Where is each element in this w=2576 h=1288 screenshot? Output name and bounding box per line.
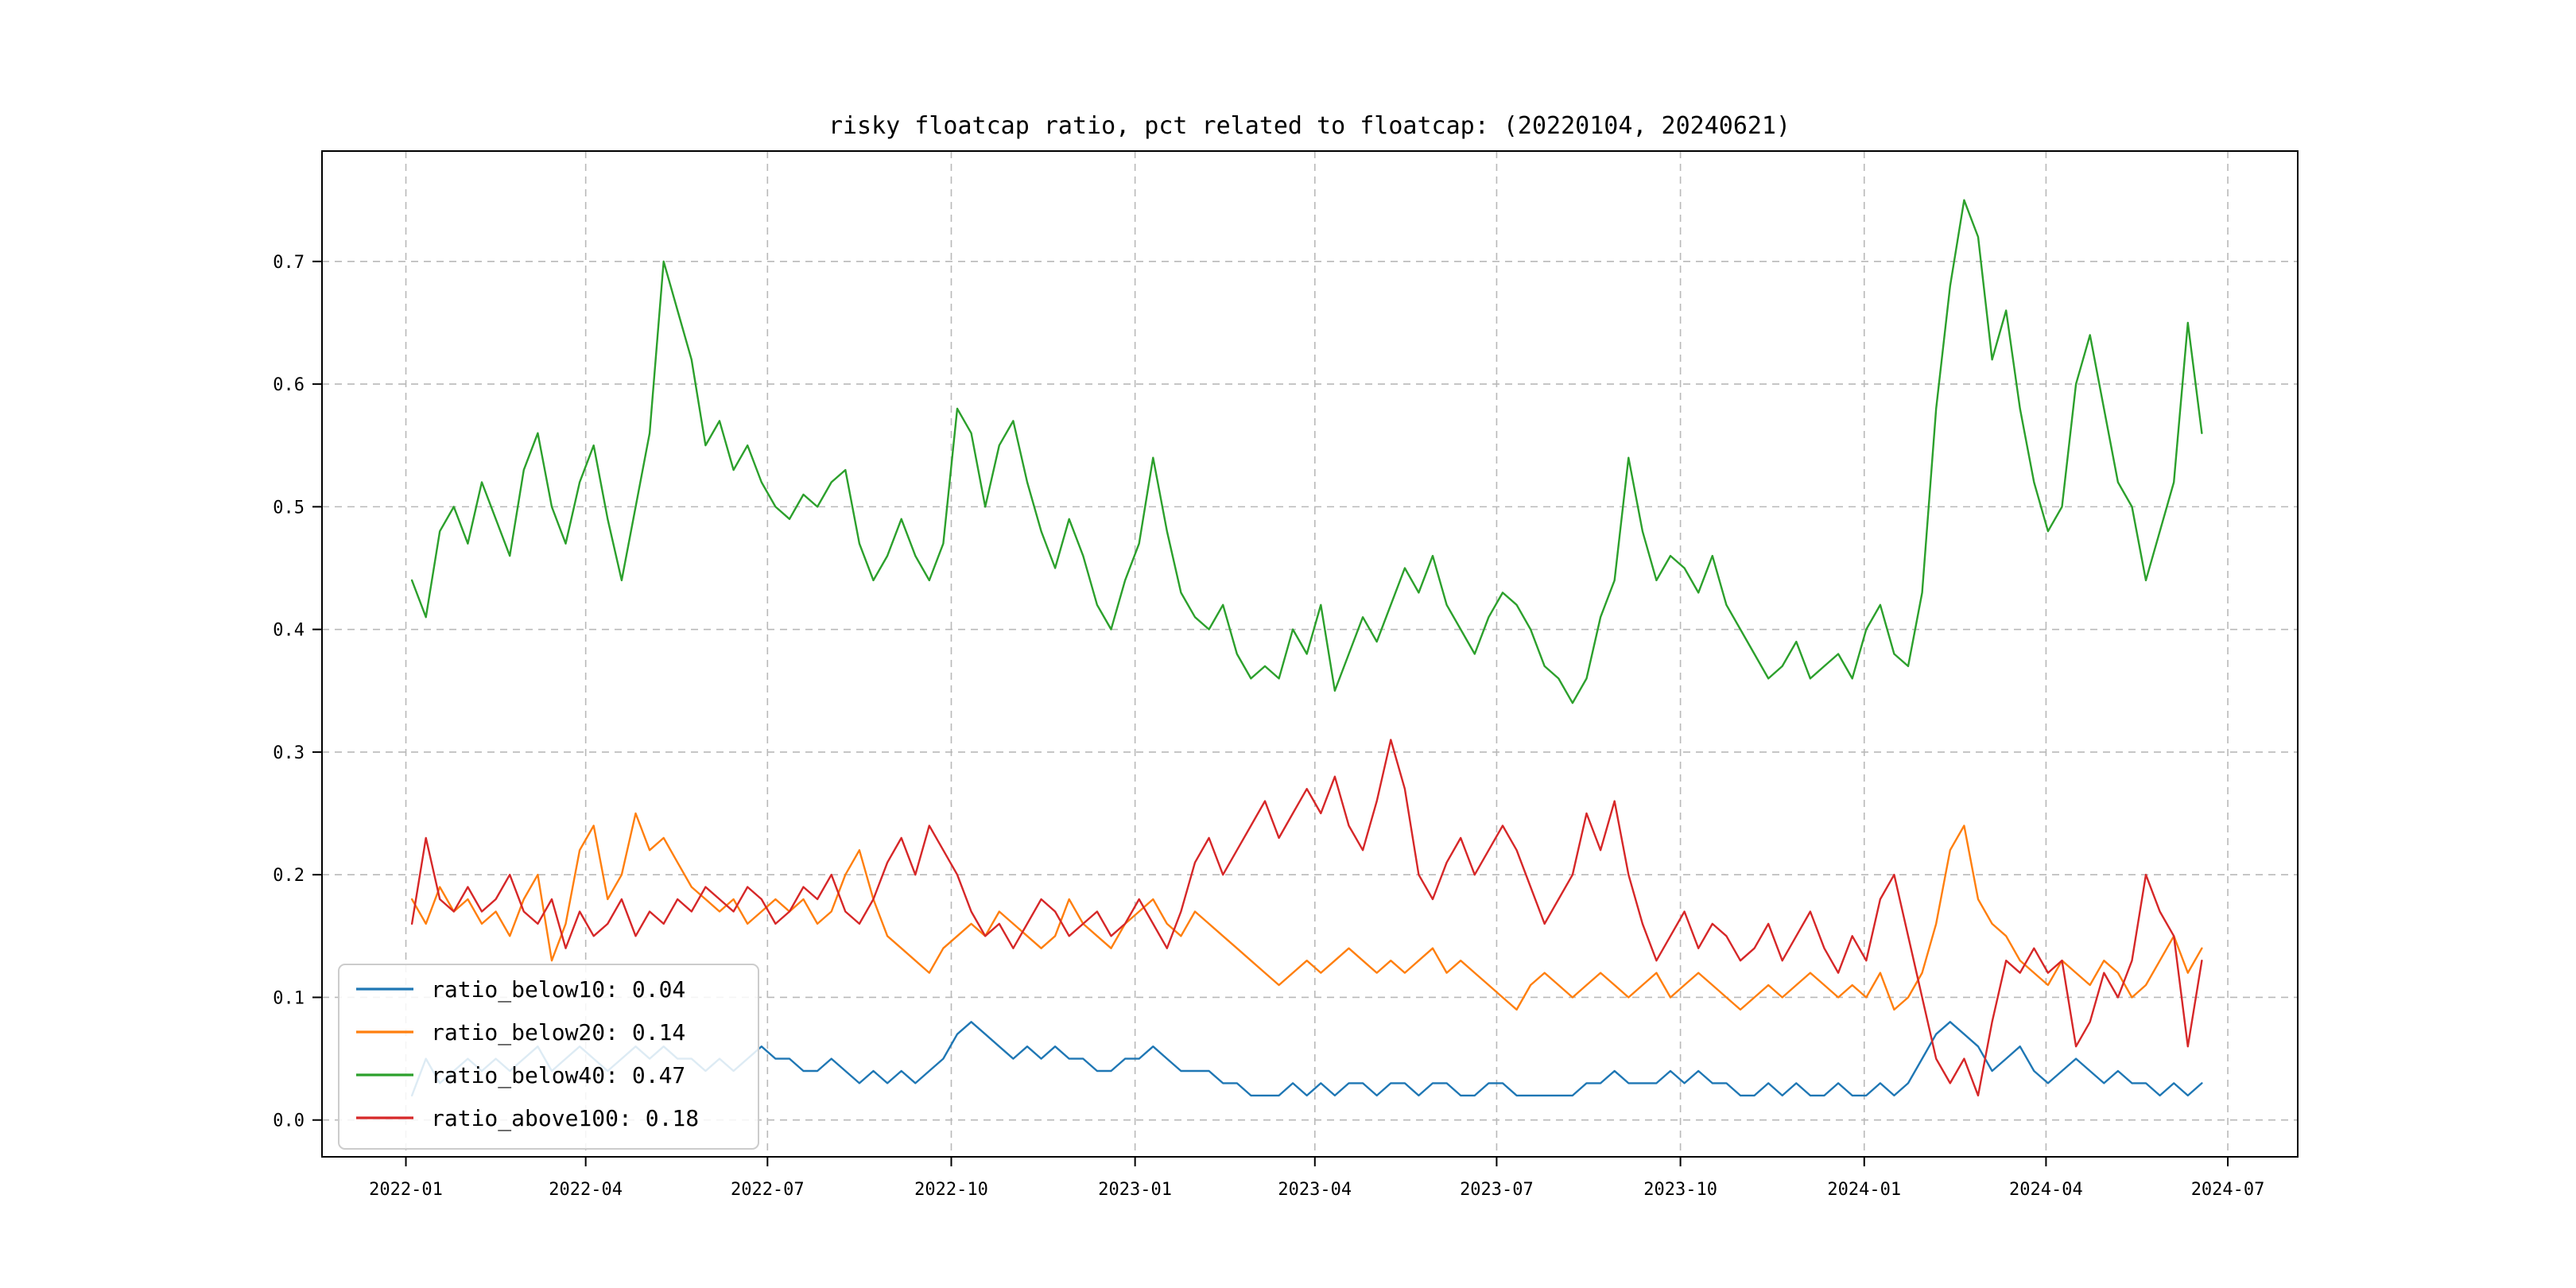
chart-title: risky floatcap ratio, pct related to flo… <box>828 112 1790 140</box>
y-tick-label: 0.3 <box>273 743 305 763</box>
y-tick-label: 0.5 <box>273 498 305 518</box>
plot-border <box>321 150 2299 1158</box>
x-tick-label: 2024-07 <box>2191 1180 2265 1200</box>
legend-label-ratio_above100: ratio_above100: 0.18 <box>431 1105 699 1132</box>
x-tick-label: 2022-01 <box>369 1180 443 1200</box>
y-tick-label: 0.6 <box>273 375 305 395</box>
series-line-ratio_below20 <box>410 812 2203 1011</box>
x-tick-label: 2023-04 <box>1278 1180 1352 1200</box>
y-tick-label: 0.2 <box>273 866 305 886</box>
x-tick-label: 2024-04 <box>2009 1180 2083 1200</box>
y-tick-label: 0.0 <box>273 1111 305 1131</box>
y-tick-label: 0.1 <box>273 988 305 1008</box>
y-tick-label: 0.4 <box>273 621 305 641</box>
series-line-ratio_above100 <box>410 739 2203 1097</box>
x-tick-label: 2024-01 <box>1827 1180 1901 1200</box>
x-tick-label: 2023-07 <box>1460 1180 1534 1200</box>
legend-label-ratio_below40: ratio_below40: 0.47 <box>431 1062 685 1089</box>
x-tick-label: 2022-10 <box>914 1180 988 1200</box>
x-tick-label: 2023-10 <box>1643 1180 1717 1200</box>
x-tick-label: 2022-07 <box>731 1180 805 1200</box>
series-line-ratio_below40 <box>410 199 2203 704</box>
y-tick-label: 0.7 <box>273 253 305 273</box>
x-tick-label: 2022-04 <box>549 1180 623 1200</box>
legend-box <box>338 964 759 1150</box>
legend-label-ratio_below10: ratio_below10: 0.04 <box>431 976 685 1003</box>
legend-label-ratio_below20: ratio_below20: 0.14 <box>431 1019 685 1046</box>
x-tick-label: 2023-01 <box>1098 1180 1172 1200</box>
